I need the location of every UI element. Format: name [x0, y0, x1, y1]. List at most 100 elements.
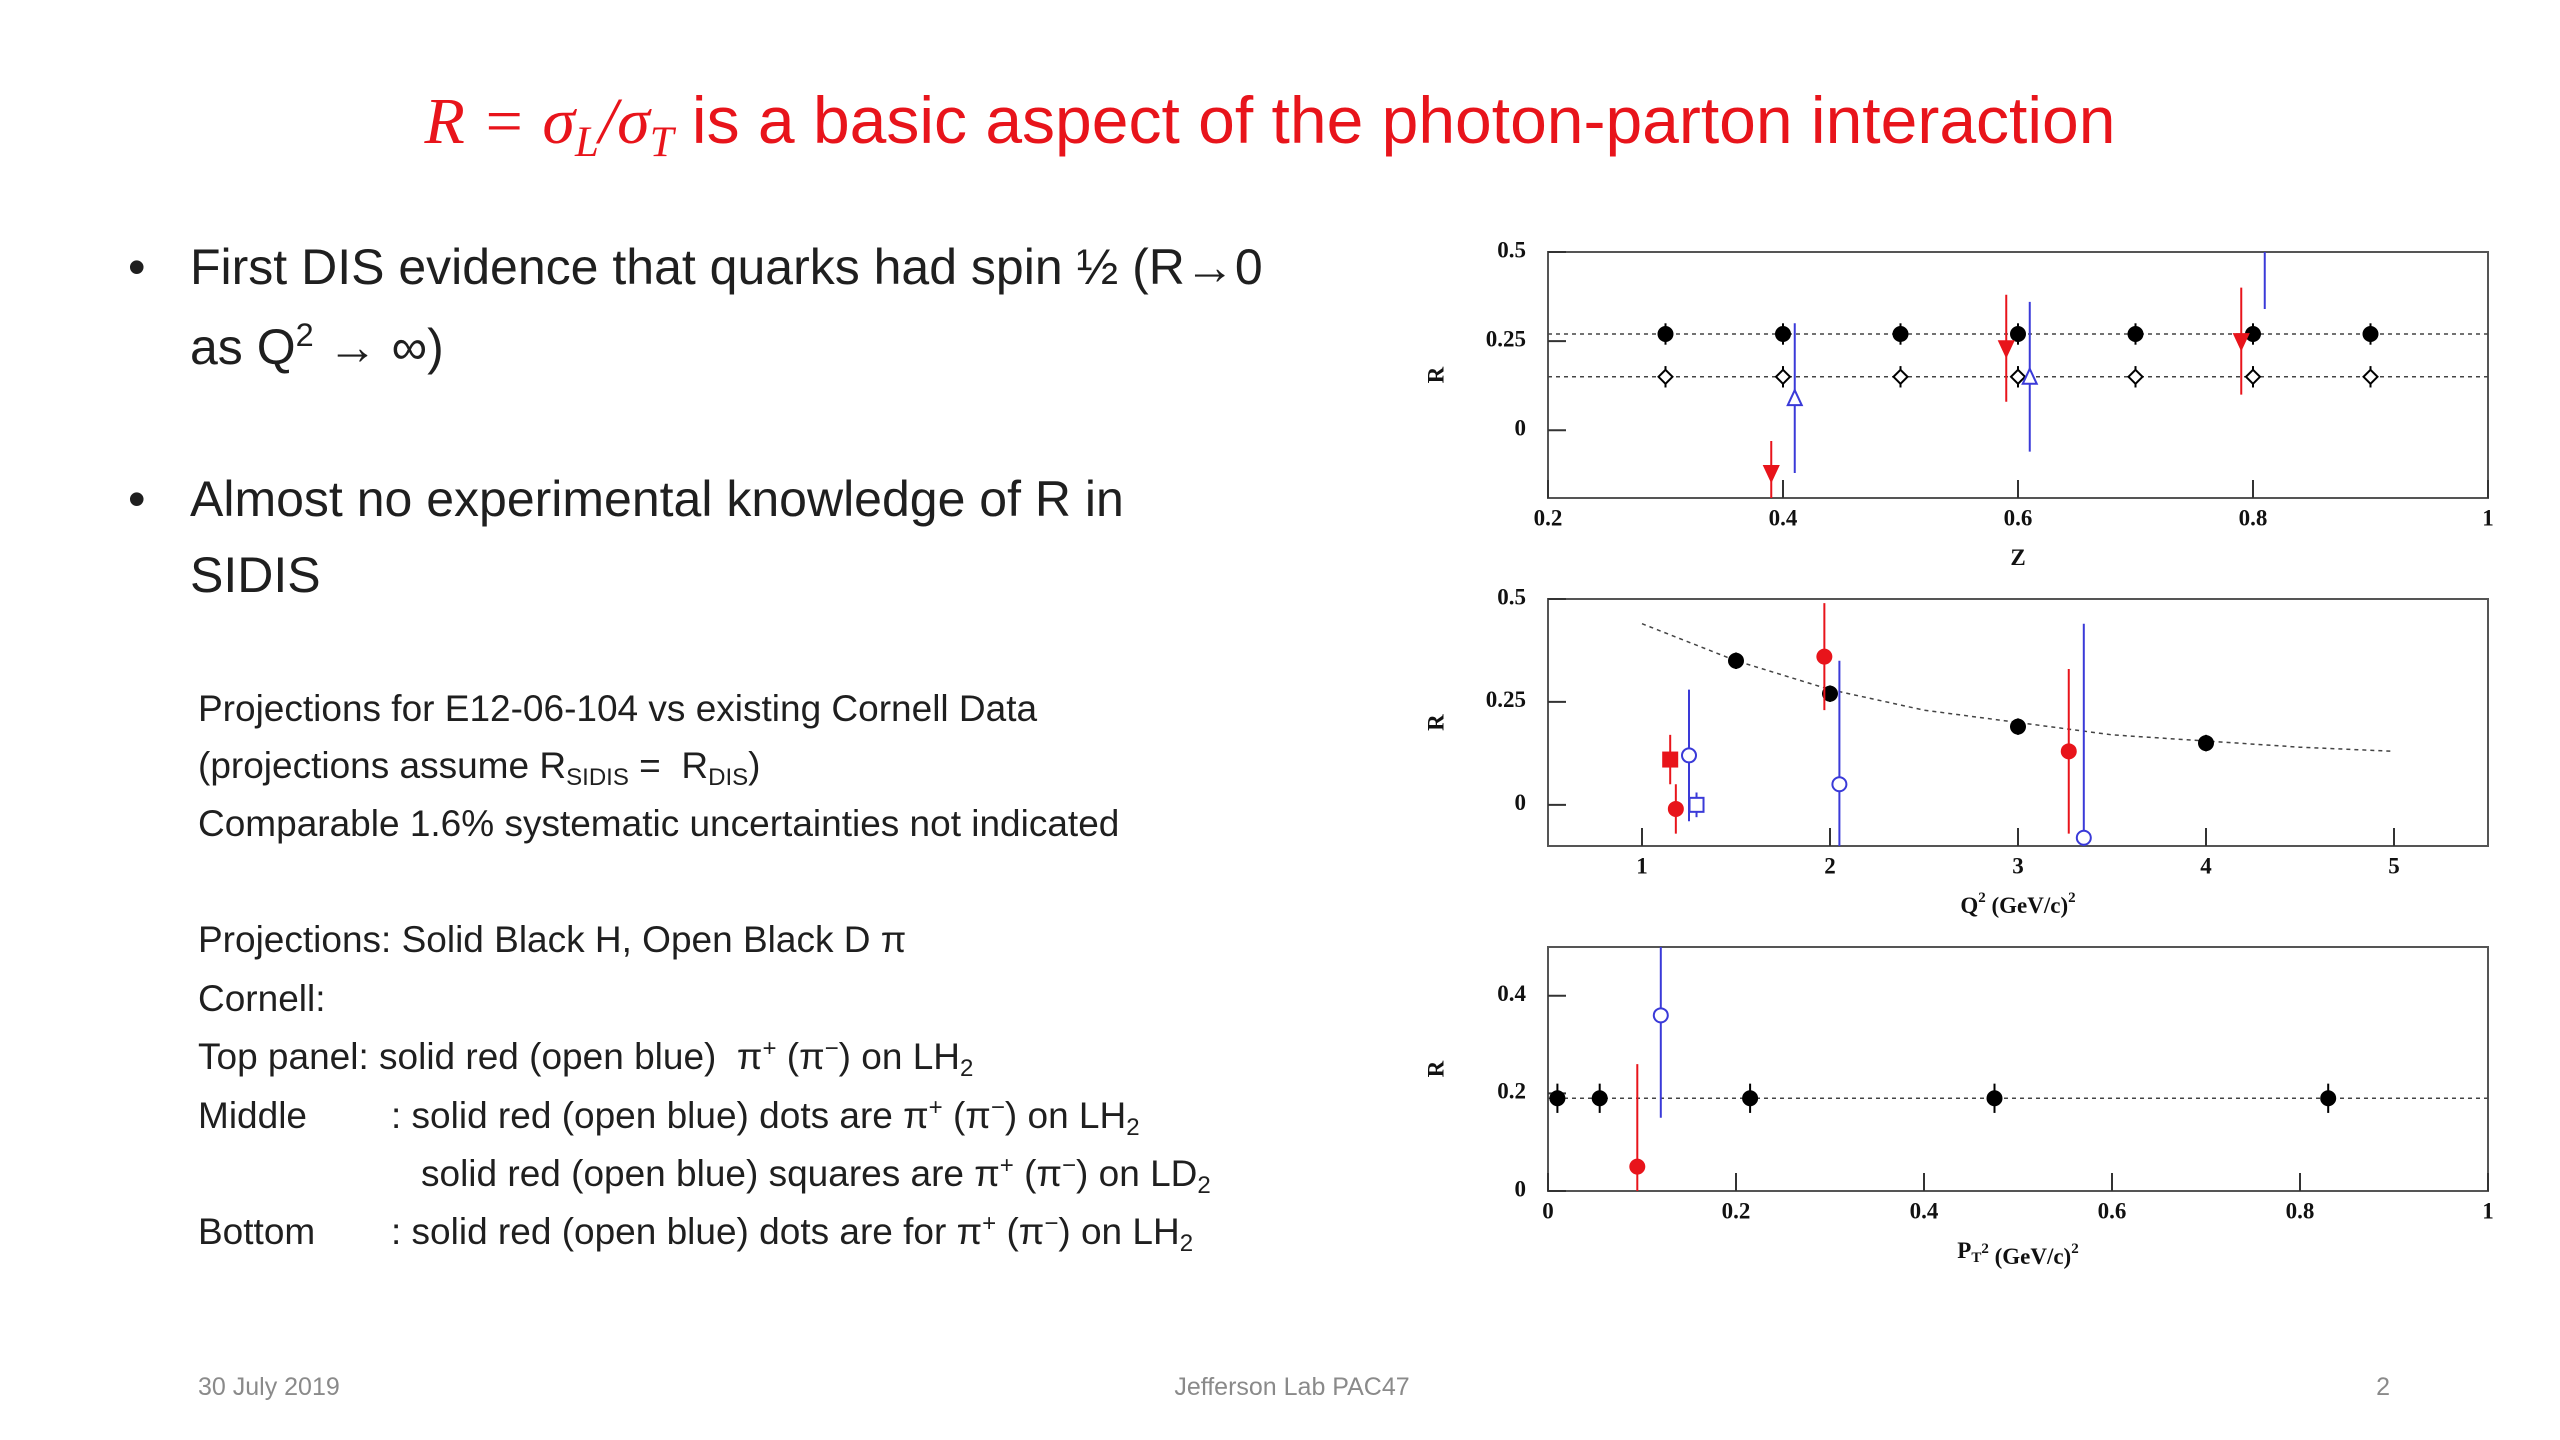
x-tick-label: 0.8 [2239, 505, 2268, 530]
note-line: (projections assume RSIDIS = RDIS) [198, 745, 761, 790]
x-axis-label: Q2​ (GeV/c)2​ [1960, 890, 2075, 918]
text-run: Projections for E12-06-104 vs existing C… [198, 688, 1037, 729]
data-point [1652, 1007, 1669, 1024]
text: (π [996, 1211, 1045, 1252]
text-run: ) on LH2 [838, 1036, 974, 1081]
text: : solid red (open blue) dots are π [391, 1095, 929, 1136]
text-run: solid red (open blue) squares are π+ [421, 1153, 1014, 1194]
text-run: : solid red (open blue) dots are for π+ [391, 1211, 996, 1252]
y-axis-label: R [1423, 1060, 1448, 1077]
text-run: Almost no experimental knowledge of R in [190, 471, 1124, 527]
x-tick-label: 0.4 [1769, 505, 1798, 530]
x-tick-label: 1 [2482, 1198, 2494, 1223]
text: Cornell: [198, 978, 326, 1019]
chart-panel: 0 0.25 0.5 1 2 3 4 5 R Q2​ (GeV/c)2​ [1423, 584, 2489, 918]
superscript: + [928, 1093, 943, 1121]
data-point [1629, 1158, 1646, 1175]
text: Almost no experimental knowledge of R in [190, 471, 1124, 527]
data-point [1816, 648, 1833, 665]
bullet-text: Almost no experimental knowledge of R in [190, 470, 1124, 528]
label-sup: 2 [2068, 890, 2076, 906]
text: (projections assume R [198, 745, 567, 786]
text-run: (π− [776, 1036, 839, 1077]
text-run: ) [748, 745, 760, 786]
y-tick-label: 0.5 [1497, 584, 1526, 609]
note-line: Middle : solid red (open blue) dots are π… [198, 1093, 1140, 1140]
data-point [1728, 652, 1744, 669]
data-point [1657, 326, 1674, 342]
subscript: DIS [708, 764, 749, 792]
note-lead: Bottom [198, 1211, 316, 1252]
text-run: Comparable 1.6% systematic uncertainties… [198, 803, 1119, 844]
note-line: Projections: Solid Black H, Open Black D… [198, 919, 906, 961]
data-point [2362, 368, 2379, 386]
text: (π [1013, 1153, 1062, 1194]
data-point [1657, 368, 1674, 386]
label-text: P [1957, 1238, 1971, 1263]
data-point [2060, 743, 2077, 760]
text: ) on LH [1058, 1211, 1180, 1252]
text-run: ) on LH2 [1004, 1095, 1140, 1140]
data-point [2244, 368, 2262, 386]
plot-area [1548, 947, 2488, 1191]
note-lead: Middle [198, 1095, 307, 1136]
bullet-marker: • [128, 471, 146, 527]
text-run: First DIS evidence that quarks had spin … [190, 239, 1263, 295]
x-tick-label: 1 [2482, 505, 2494, 530]
data-point [2232, 333, 2250, 352]
data-point [2010, 718, 2026, 735]
bullet-marker: • [128, 239, 146, 295]
x-tick-label: 0.6 [2098, 1198, 2127, 1223]
data-point [2362, 326, 2379, 342]
data-point [2127, 326, 2144, 342]
x-tick-label: 3 [2012, 853, 2024, 878]
text-run: /σT [599, 85, 674, 164]
subscript: 2 [960, 1055, 974, 1083]
note-line: Bottom : solid red (open blue) dots are f… [198, 1211, 1193, 1256]
text-run: → ∞) [314, 319, 444, 375]
label-sup: 2 [1981, 1241, 1989, 1257]
text: Top panel: solid red (open blue) π [198, 1036, 763, 1077]
note-line: Projections for E12-06-104 vs existing C… [198, 688, 1037, 730]
text: = R [628, 745, 709, 786]
text: Projections: Solid Black H, Open Black D… [198, 919, 907, 960]
text: ) [748, 745, 761, 786]
superscript: − [1061, 1151, 1077, 1179]
subscript: T [649, 118, 674, 166]
data-point [2075, 829, 2092, 846]
x-tick-label: 0.4 [1910, 1198, 1939, 1223]
subscript: L [574, 118, 599, 166]
text-run: SIDIS [190, 547, 321, 603]
text: as Q [190, 319, 296, 375]
data-point [1688, 796, 1705, 813]
text-run: (π− [996, 1211, 1058, 1252]
data-point [1591, 1090, 1608, 1107]
data-point [1774, 368, 1792, 386]
plot-area [1548, 252, 2488, 498]
bullet-text: First DIS evidence that quarks had spin … [190, 238, 1263, 296]
superscript: + [982, 1209, 997, 1237]
data-point [2198, 735, 2214, 752]
text-run: (π− [943, 1095, 1005, 1136]
text: ) on LH [1004, 1095, 1127, 1136]
data-point [1662, 751, 1679, 768]
data-point [1681, 747, 1697, 764]
data-point [1775, 326, 1791, 342]
subscript: 2 [1179, 1230, 1194, 1258]
x-tick-label: 4 [2200, 853, 2212, 878]
data-point [1986, 1090, 2003, 1107]
text: is a basic aspect of the photon-parton i… [673, 83, 2116, 157]
fit-curve [1641, 623, 2395, 753]
data-point [2009, 368, 2027, 386]
text-run: is a basic aspect of the photon-parton i… [674, 83, 2116, 157]
text: ) on LH [838, 1036, 961, 1077]
y-tick-label: 0.25 [1486, 326, 1526, 351]
subscript: 2 [1126, 1114, 1140, 1142]
superscript: + [999, 1151, 1014, 1179]
data-point [1822, 685, 1838, 702]
data-point [1892, 368, 1909, 386]
y-tick-label: 0 [1515, 1176, 1527, 1201]
text-run: Projections: Solid Black H, Open Black D… [198, 919, 906, 960]
